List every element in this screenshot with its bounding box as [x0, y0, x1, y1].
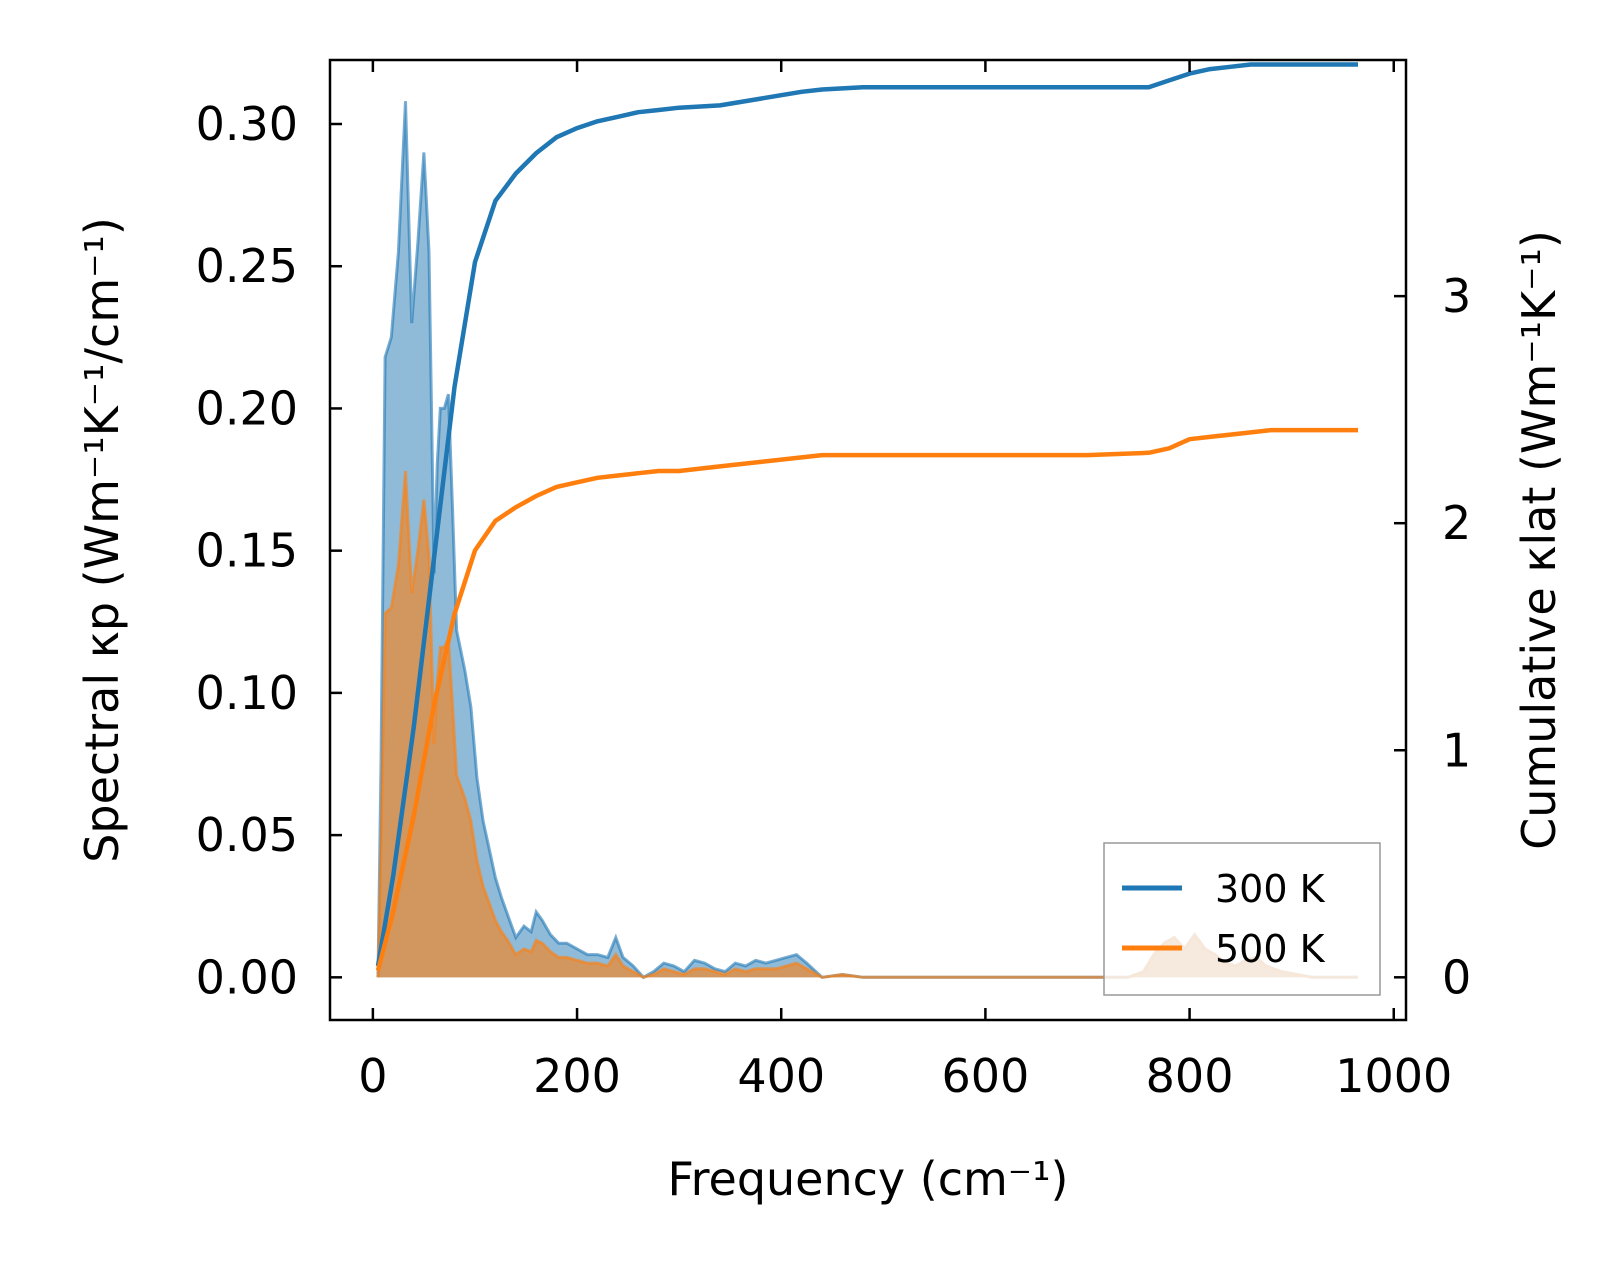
cumulative-line-300k [375, 62, 1358, 967]
x-axis-title: Frequency (cm⁻¹) [668, 1152, 1069, 1206]
legend-label-500k: 500 K [1215, 927, 1326, 971]
legend: 300 K 500 K [1103, 842, 1381, 996]
y-left-tick-label: 0.10 [196, 666, 298, 720]
plot-frame [328, 58, 1408, 1022]
spectral-area-500k [377, 471, 1359, 978]
x-tick-label: 0 [358, 1049, 387, 1103]
y-left-tick-label: 0.25 [196, 239, 298, 293]
y-right-tick-label: 2 [1442, 496, 1471, 550]
cumulative-line-500k [375, 427, 1358, 972]
x-tick-label: 200 [533, 1049, 621, 1103]
y-left-tick-label: 0.30 [196, 97, 298, 151]
x-tick-label: 1000 [1335, 1049, 1452, 1103]
x-tick-label: 600 [941, 1049, 1029, 1103]
y-left-tick-label: 0.00 [196, 950, 298, 1004]
ticks-layer: 0 200 400 600 800 1000 0.00 0.05 0.10 0.15 0.20 0.2… [196, 60, 1471, 1103]
y-right-tick-label: 3 [1442, 269, 1471, 323]
legend-label-300k: 300 K [1215, 867, 1326, 911]
y-right-tick-label: 1 [1442, 723, 1471, 777]
x-tick-label: 400 [737, 1049, 825, 1103]
legend-box [1103, 842, 1381, 996]
x-tick-label: 800 [1146, 1049, 1234, 1103]
y-right-axis-title: Cumulative κlat (Wm⁻¹K⁻¹) [1512, 230, 1566, 850]
y-right-tick-label: 0 [1442, 950, 1471, 1004]
y-left-tick-label: 0.05 [196, 808, 298, 862]
y-left-axis-title: Spectral κp (Wm⁻¹K⁻¹/cm⁻¹) [75, 217, 129, 863]
y-left-tick-label: 0.20 [196, 381, 298, 435]
y-left-tick-label: 0.15 [196, 524, 298, 578]
series-layer [375, 62, 1359, 980]
